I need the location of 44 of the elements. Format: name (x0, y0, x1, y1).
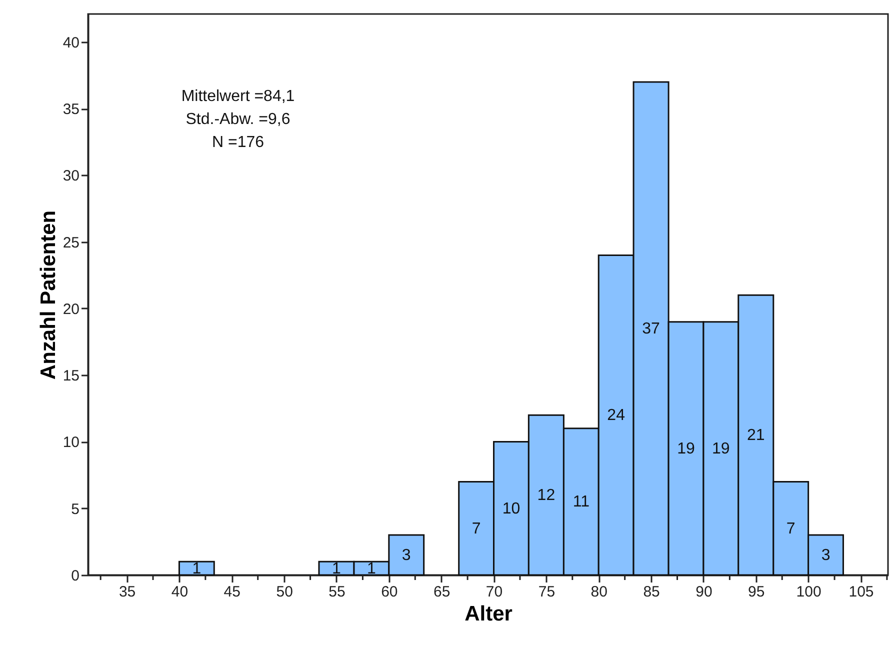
y-tick-label: 20 (62, 300, 80, 318)
annotation: Mittelwert =84,1 (181, 88, 295, 105)
y-tick-label: 35 (62, 101, 80, 118)
y-tick-label: 25 (62, 234, 80, 252)
data-label: 24 (607, 407, 626, 424)
x-tick-label: 65 (434, 584, 450, 600)
y-tick-label: 10 (62, 434, 80, 452)
y-axis-title: Anzahl Patienten (36, 210, 60, 380)
data-label: 11 (572, 494, 590, 511)
y-tick-label: 5 (71, 500, 80, 518)
y-tick-label: 0 (71, 568, 80, 584)
data-label: 37 (642, 320, 660, 338)
data-label: 21 (746, 427, 765, 444)
data-label: 10 (502, 500, 520, 518)
y-tick-label: 40 (62, 34, 80, 52)
x-tick-label: 80 (590, 584, 608, 600)
data-label: 7 (472, 520, 481, 538)
y-tick-label: 30 (62, 168, 80, 185)
data-label: 3 (821, 547, 830, 564)
x-tick-label: 75 (538, 584, 556, 600)
data-label: 19 (712, 440, 730, 458)
data-label: 7 (786, 520, 796, 538)
data-label: 12 (537, 487, 556, 504)
x-tick-label: 60 (381, 584, 398, 600)
data-label: 19 (677, 440, 696, 458)
x-tick-label: 50 (276, 584, 293, 600)
x-tick-label: 100 (796, 584, 822, 600)
data-label: 3 (402, 547, 411, 564)
x-tick-label: 90 (696, 584, 712, 600)
annotation: Std.-Abw. =9,6 (186, 111, 290, 128)
x-axis-title: Alter (464, 602, 512, 626)
x-tick-label: 40 (171, 584, 188, 600)
annotation: N =176 (212, 134, 264, 151)
data-label: 1 (192, 560, 202, 578)
x-tick-label: 45 (224, 584, 240, 600)
x-tick-label: 55 (328, 584, 346, 600)
x-tick-label: 95 (748, 584, 765, 600)
x-tick-label: 35 (118, 584, 136, 600)
data-label: 1 (367, 560, 376, 578)
y-tick-label: 15 (62, 368, 80, 385)
data-label: 1 (332, 560, 342, 578)
x-tick-label: 70 (486, 584, 503, 600)
x-tick-label: 105 (848, 584, 874, 600)
x-tick-label: 85 (643, 584, 660, 600)
